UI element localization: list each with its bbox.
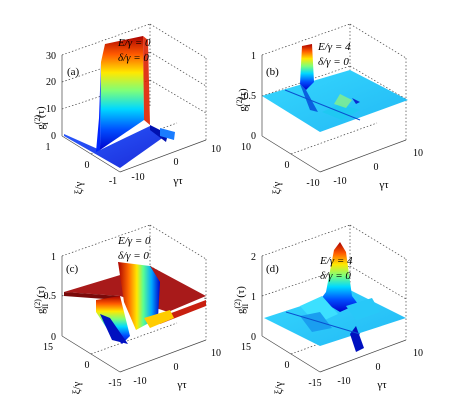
- svg-text:30: 30: [46, 51, 56, 62]
- panel-a-zlabel: g(2)I(τ): [33, 106, 50, 130]
- svg-text:1: 1: [51, 252, 56, 263]
- svg-text:0: 0: [51, 131, 56, 142]
- svg-text:1: 1: [251, 51, 256, 62]
- svg-text:0: 0: [85, 160, 90, 171]
- panel-d-surface: [264, 242, 406, 352]
- panel-b-annotation-1: E/γ = 4: [317, 41, 351, 53]
- svg-text:0: 0: [251, 332, 256, 343]
- svg-text:10: 10: [211, 144, 221, 155]
- svg-text:1: 1: [251, 292, 256, 303]
- panel-a-xlabel: γτ: [172, 175, 183, 187]
- panel-d-zlabel: g(2)II(τ): [233, 286, 250, 314]
- panel-a-z-ticks: 0 10 20 30: [46, 51, 56, 142]
- svg-text:0: 0: [376, 362, 381, 373]
- panel-d-z-ticks: 0 1 2: [251, 252, 256, 343]
- panel-c-surface: [64, 262, 206, 344]
- panel-c-z-ticks: 0 0.5 1: [44, 252, 57, 343]
- svg-text:1: 1: [46, 142, 51, 153]
- svg-text:-10: -10: [131, 172, 144, 183]
- panel-d-x-ticks: -10 0 10: [337, 348, 423, 387]
- panel-b: (b) E/γ = 4 δ/γ = 0 0 0.5 1 10 0 -10 -10…: [235, 23, 423, 194]
- panel-d: (d) E/γ = 4 δ/γ = 0 0 1 2 15 0 -15 -10 0…: [233, 224, 423, 394]
- panel-a-annotation-2: δ/γ = 0: [118, 52, 149, 64]
- svg-text:-10: -10: [333, 176, 346, 187]
- svg-text:20: 20: [46, 77, 56, 88]
- panel-b-z-ticks: 0 0.5 1: [244, 51, 257, 142]
- panel-b-annotation-2: δ/γ = 0: [318, 56, 349, 68]
- svg-text:15: 15: [43, 342, 53, 353]
- panel-d-y-ticks: 15 0 -15: [241, 342, 322, 389]
- svg-text:10: 10: [211, 348, 221, 359]
- panel-b-ylabel: ξ/γ: [271, 181, 283, 194]
- svg-text:0.5: 0.5: [44, 291, 57, 302]
- panel-c-label: (c): [66, 263, 79, 275]
- panel-b-y-ticks: 10 0 -10: [241, 142, 320, 189]
- panel-c-xlabel: γτ: [176, 379, 187, 391]
- svg-text:0.5: 0.5: [244, 91, 257, 102]
- svg-text:-1: -1: [109, 176, 117, 187]
- panel-a-ylabel: ξ/γ: [73, 181, 85, 194]
- panel-b-xlabel: γτ: [378, 179, 389, 191]
- svg-text:10: 10: [46, 104, 56, 115]
- panel-b-label: (b): [266, 66, 279, 78]
- panel-c-y-ticks: 15 0 -15: [43, 342, 122, 389]
- panel-c: (c) E/γ = 0 δ/γ = 0 0 0.5 1 15 0 -15 -10…: [33, 224, 221, 394]
- panel-b-surface: [262, 44, 408, 132]
- panel-a-x-ticks: -10 0 10: [131, 144, 221, 183]
- panel-d-xlabel: γτ: [376, 379, 387, 391]
- panel-c-annotation-1: E/γ = 0: [117, 235, 151, 247]
- svg-text:10: 10: [413, 148, 423, 159]
- svg-text:2: 2: [251, 252, 256, 263]
- svg-text:0: 0: [85, 360, 90, 371]
- panel-c-zlabel: g(2)II(τ): [33, 286, 50, 314]
- svg-text:0: 0: [285, 160, 290, 171]
- svg-text:-10: -10: [133, 376, 146, 387]
- svg-text:15: 15: [241, 342, 251, 353]
- svg-text:0: 0: [51, 332, 56, 343]
- svg-text:-15: -15: [308, 378, 321, 389]
- panel-c-ylabel: ξ/γ: [71, 381, 83, 394]
- panel-a-annotation-1: E/γ = 0: [117, 37, 151, 49]
- panel-d-annotation-1: E/γ = 4: [319, 255, 353, 267]
- panel-d-ylabel: ξ/γ: [273, 381, 285, 394]
- svg-text:0: 0: [174, 157, 179, 168]
- panel-b-x-ticks: -10 0 10: [333, 148, 423, 187]
- panel-a-label: (a): [67, 66, 80, 78]
- svg-text:0: 0: [251, 131, 256, 142]
- svg-text:0: 0: [285, 360, 290, 371]
- svg-text:0: 0: [174, 362, 179, 373]
- svg-text:-15: -15: [108, 378, 121, 389]
- panel-d-label: (d): [266, 263, 279, 275]
- svg-text:-10: -10: [306, 178, 319, 189]
- svg-text:10: 10: [241, 142, 251, 153]
- panel-d-annotation-2: δ/γ = 0: [320, 270, 351, 282]
- panel-a-surface: [64, 36, 175, 168]
- panel-c-x-ticks: -10 0 10: [133, 348, 221, 387]
- panel-c-annotation-2: δ/γ = 0: [118, 250, 149, 262]
- svg-text:10: 10: [413, 348, 423, 359]
- panel-b-zlabel: g(2)I(τ): [235, 88, 252, 112]
- svg-text:-10: -10: [337, 376, 350, 387]
- svg-text:0: 0: [374, 162, 379, 173]
- panel-a: (a) E/γ = 0 δ/γ = 0 0 10 20 30 1 0 -1 -1…: [33, 23, 221, 194]
- panel-a-y-ticks: 1 0 -1: [46, 142, 118, 187]
